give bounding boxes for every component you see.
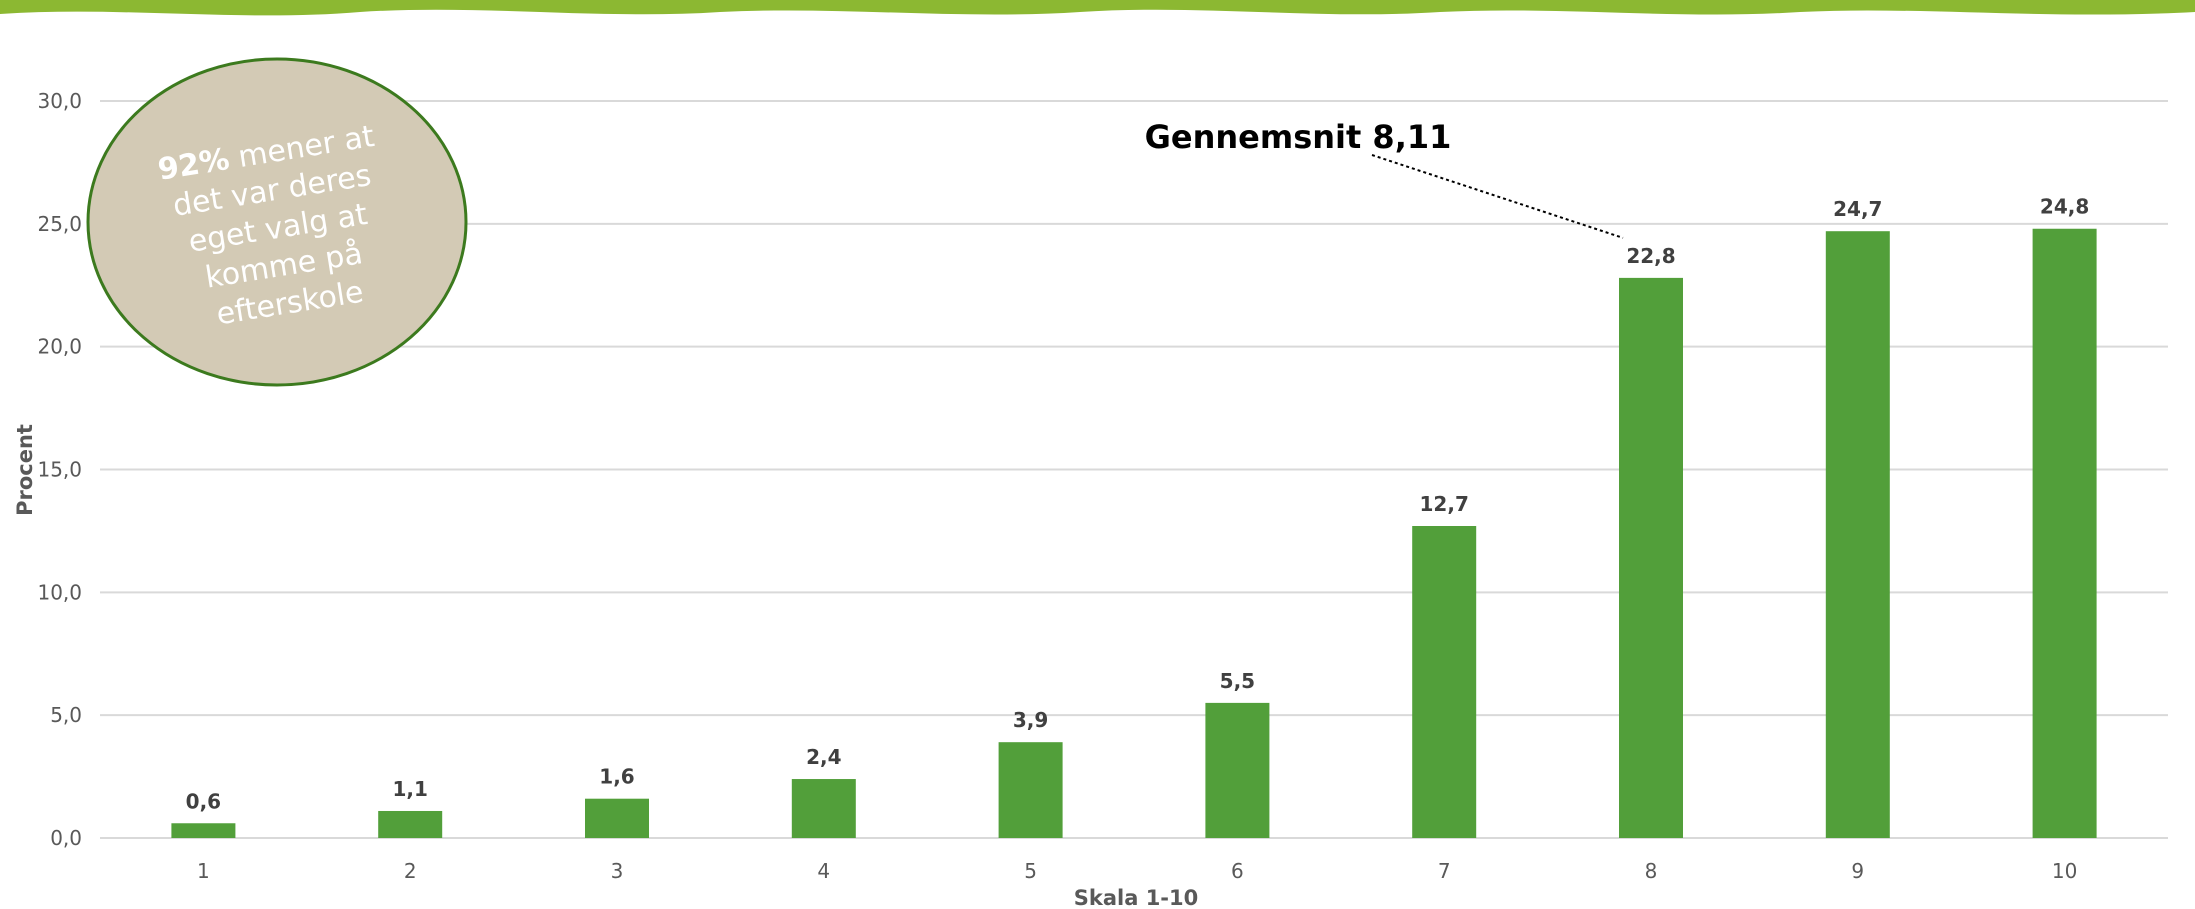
average-leader-line [1371, 154, 1624, 239]
x-axis-title: Skala 1-10 [1074, 886, 1199, 909]
x-tick-label: 10 [2052, 859, 2077, 883]
y-tick-label: 0,0 [50, 826, 82, 850]
x-tick-label: 4 [817, 859, 830, 883]
data-label: 3,9 [1013, 708, 1048, 732]
bar [585, 798, 649, 838]
x-tick-label: 2 [404, 859, 417, 883]
data-label: 24,7 [1833, 197, 1882, 221]
bar [1412, 526, 1477, 838]
bar [171, 823, 236, 838]
bar [378, 810, 443, 838]
x-tick-label: 7 [1438, 859, 1451, 883]
x-tick-label: 8 [1645, 859, 1658, 883]
bar [1205, 702, 1270, 838]
y-tick-label: 10,0 [37, 580, 82, 604]
statement-bubble: 92% mener at det var deres eget valg at … [86, 57, 468, 387]
x-tick-label: 3 [611, 859, 624, 883]
bar [791, 779, 856, 838]
bubble-shape [86, 57, 468, 387]
bar [998, 742, 1063, 838]
data-label: 12,7 [1420, 492, 1469, 516]
data-label: 24,8 [2040, 195, 2089, 219]
y-tick-label: 15,0 [37, 458, 82, 482]
bar [1619, 277, 1683, 838]
data-label: 5,5 [1220, 669, 1255, 693]
data-label: 1,1 [392, 777, 427, 801]
x-tick-label: 6 [1231, 859, 1244, 883]
data-label: 1,6 [599, 765, 634, 789]
y-tick-label: 30,0 [37, 89, 82, 113]
bar [2032, 228, 2097, 838]
y-tick-label: 20,0 [37, 335, 82, 359]
x-tick-label: 5 [1024, 859, 1037, 883]
y-tick-label: 5,0 [50, 703, 82, 727]
bars [171, 228, 2097, 838]
data-label: 2,4 [806, 745, 841, 769]
top-decorative-band [0, 0, 2195, 16]
x-tick-label: 1 [197, 859, 210, 883]
y-tick-label: 25,0 [37, 212, 82, 236]
bar [1825, 231, 1890, 838]
data-label: 22,8 [1626, 244, 1675, 268]
data-label: 0,6 [186, 789, 221, 813]
data-labels: 0,6 1,1 1,6 2,4 3,9 5,5 12,7 22,8 24,7 24,8 [186, 195, 2090, 814]
y-axis-ticks: 0,0 5,0 10,0 15,0 20,0 25,0 30,0 [37, 89, 82, 850]
x-axis-ticks: 1 2 3 4 5 6 7 8 9 10 [197, 859, 2077, 883]
average-annotation: Gennemsnit 8,11 [1145, 118, 1452, 156]
y-axis-title: Procent [13, 424, 37, 516]
x-tick-label: 9 [1851, 859, 1864, 883]
